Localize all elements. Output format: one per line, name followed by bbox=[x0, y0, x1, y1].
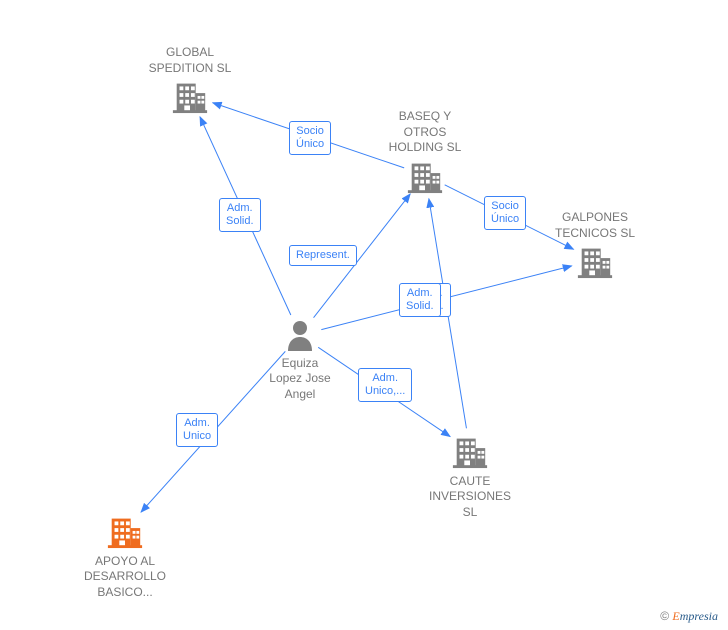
edge-label: Adm. Unico bbox=[176, 413, 218, 447]
node-center_person: Equiza Lopez Jose Angel bbox=[245, 319, 355, 402]
brand-rest: mpresia bbox=[680, 609, 718, 623]
brand-e: E bbox=[672, 609, 679, 623]
edge-label: Represent. bbox=[289, 245, 357, 266]
node-baseq: BASEQ Y OTROS HOLDING SL bbox=[370, 109, 480, 198]
node-label: APOYO AL DESARROLLO BASICO... bbox=[70, 554, 180, 601]
edge-label: Socio Único bbox=[484, 196, 526, 230]
building-icon bbox=[171, 103, 209, 117]
person-icon bbox=[285, 340, 315, 354]
node-galpones: GALPONES TECNICOS SL bbox=[540, 210, 650, 284]
building-icon bbox=[106, 538, 144, 552]
node-label: GLOBAL SPEDITION SL bbox=[135, 45, 245, 76]
edge-label: Adm. Solid. bbox=[399, 283, 441, 317]
node-apoyo: APOYO AL DESARROLLO BASICO... bbox=[70, 511, 180, 600]
node-label: BASEQ Y OTROS HOLDING SL bbox=[370, 109, 480, 156]
edge-label: Adm. Unico,... bbox=[358, 368, 412, 402]
copyright: © Empresia bbox=[660, 609, 718, 624]
node-label: CAUTE INVERSIONES SL bbox=[415, 474, 525, 521]
node-label: GALPONES TECNICOS SL bbox=[540, 210, 650, 241]
copyright-symbol: © bbox=[660, 609, 669, 623]
edge-label: Socio Único bbox=[289, 121, 331, 155]
node-caute: CAUTE INVERSIONES SL bbox=[415, 431, 525, 520]
edge-label: Adm. Solid. bbox=[219, 198, 261, 232]
building-icon bbox=[576, 268, 614, 282]
node-label: Equiza Lopez Jose Angel bbox=[245, 356, 355, 403]
building-icon bbox=[451, 458, 489, 472]
building-icon bbox=[406, 183, 444, 197]
node-global_spedition: GLOBAL SPEDITION SL bbox=[135, 45, 245, 119]
